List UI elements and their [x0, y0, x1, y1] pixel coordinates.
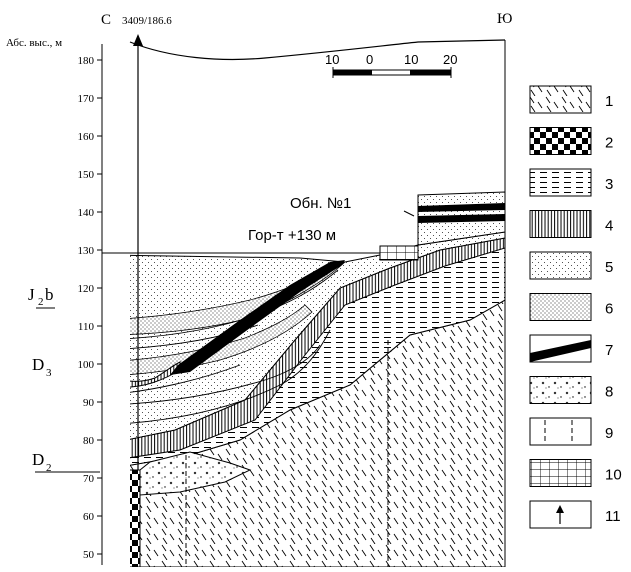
elevation-ticks: 180 170 160 150 140 130 120 110 100 90 80 70 60 50 — [78, 55, 102, 561]
legend-number-9: 9 — [605, 425, 613, 442]
legend-item-9: 9 — [529, 417, 613, 446]
dense-sand-band-upper — [130, 261, 346, 336]
elevation-tick-label-70: 70 — [83, 473, 95, 485]
terrain-surface — [129, 39, 506, 61]
elevation-tick-label-80: 80 — [83, 435, 95, 447]
elevation-tick-label-120: 120 — [78, 283, 95, 295]
legend-number-8: 8 — [605, 384, 613, 401]
legend-number-6: 6 — [605, 301, 613, 318]
elevation-tick-label-90: 90 — [83, 397, 95, 409]
strata-label-d3: D 3 — [32, 355, 52, 379]
legend-item-2: 2 — [529, 127, 613, 155]
elevation-tick-label-150: 150 — [78, 169, 95, 181]
svg-text:D: D — [32, 450, 44, 469]
strata-label-j2b: J 2 b — [28, 285, 55, 309]
legend-item-6: 6 — [529, 293, 613, 321]
south-label: Ю — [497, 11, 512, 27]
elevation-tick-label-50: 50 — [83, 549, 95, 561]
well-label: 3409/186.6 — [122, 15, 172, 27]
svg-text:20: 20 — [443, 52, 457, 67]
svg-text:J: J — [28, 285, 35, 304]
north-label: С — [101, 12, 111, 28]
elevation-tick-label-110: 110 — [78, 321, 95, 333]
elevation-tick-label-160: 160 — [78, 131, 95, 143]
elevation-tick-label-170: 170 — [78, 93, 95, 105]
legend-number-11: 11 — [605, 508, 621, 525]
elevation-tick-label-60: 60 — [83, 511, 95, 523]
svg-text:10: 10 — [325, 52, 339, 67]
legend: 1 2 3 4 5 6 7 8 9 10 11 — [529, 85, 622, 529]
legend-number-5: 5 — [605, 259, 613, 276]
elevation-tick-label-130: 130 — [78, 245, 95, 257]
legend-item-5: 5 — [529, 251, 613, 280]
strata-label-d2: D 2 — [32, 450, 100, 474]
outcrop-label: Обн. №1 — [290, 195, 351, 212]
grid-block — [379, 245, 419, 261]
legend-number-2: 2 — [605, 135, 613, 152]
svg-text:D: D — [32, 355, 44, 374]
axis-title: Абс. выс., м — [6, 37, 62, 49]
svg-text:2: 2 — [38, 296, 44, 308]
legend-item-8: 8 — [529, 376, 613, 404]
svg-text:2: 2 — [46, 462, 52, 474]
legend-item-4: 4 — [529, 210, 613, 238]
legend-number-7: 7 — [605, 342, 613, 359]
weathered-crust — [139, 451, 252, 496]
legend-item-10: 10 — [529, 459, 622, 487]
elevation-tick-label-140: 140 — [78, 207, 95, 219]
coal-seam — [170, 260, 345, 375]
legend-number-10: 10 — [605, 467, 622, 484]
checker-column — [130, 469, 141, 567]
legend-item-3: 3 — [529, 168, 613, 197]
elevation-tick-label-180: 180 — [78, 55, 95, 67]
sand-overburden — [130, 231, 505, 446]
svg-text:3: 3 — [46, 367, 52, 379]
legend-item-11: 11 — [529, 500, 621, 529]
legend-item-1: 1 — [529, 85, 613, 114]
legend-number-1: 1 — [605, 93, 613, 110]
svg-text:0: 0 — [366, 52, 373, 67]
scale-bar: 10 0 10 20 — [325, 52, 457, 78]
section-body — [130, 40, 505, 567]
legend-item-7: 7 — [529, 334, 613, 363]
legend-number-3: 3 — [605, 176, 613, 193]
legend-arrow-icon — [556, 505, 564, 513]
legend-number-4: 4 — [605, 218, 613, 235]
svg-text:10: 10 — [404, 52, 418, 67]
borehole-arrow-icon — [133, 34, 143, 46]
horizon-label: Гор-т +130 м — [248, 227, 336, 244]
elevation-tick-label-100: 100 — [78, 359, 95, 371]
svg-text:b: b — [45, 285, 54, 304]
